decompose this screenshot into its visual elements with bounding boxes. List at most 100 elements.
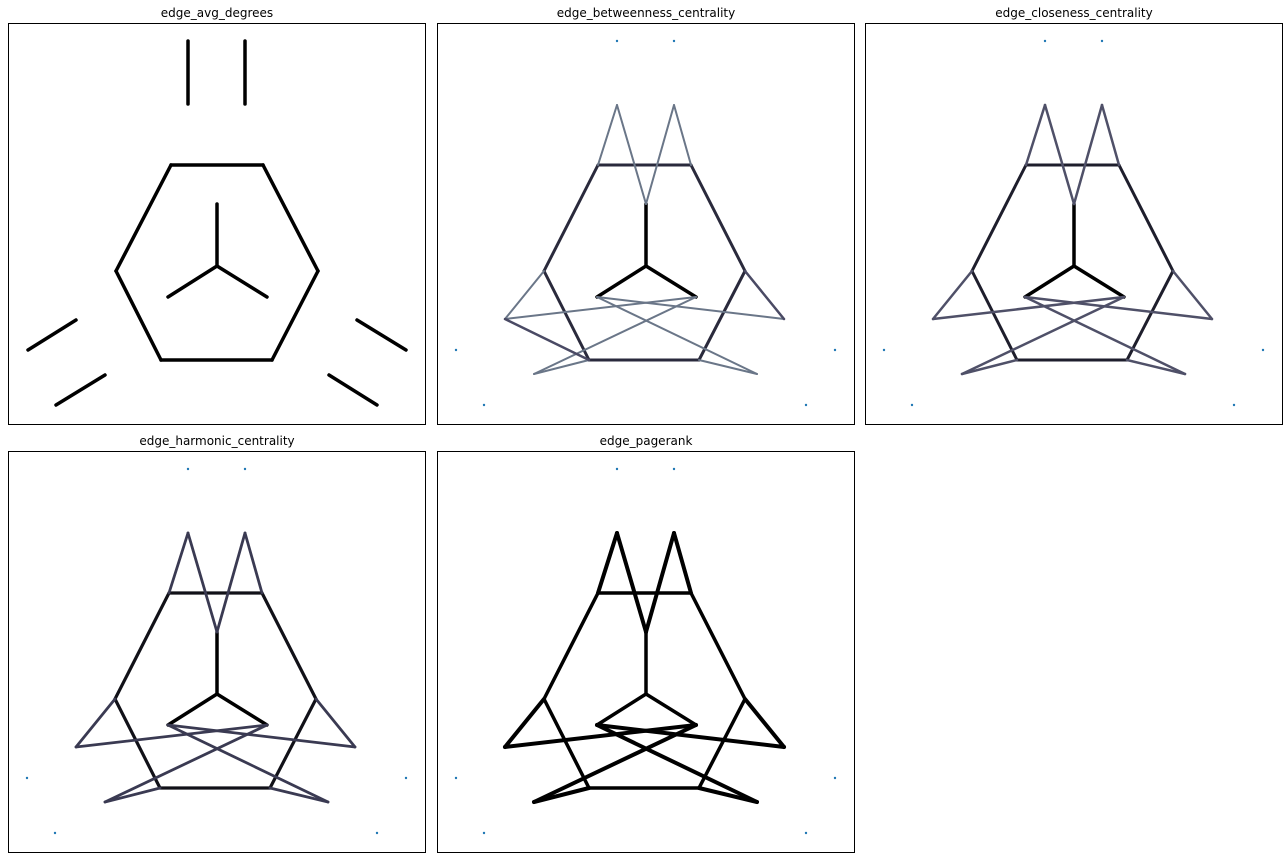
- graph-node: [615, 467, 619, 471]
- graph-edge: [644, 264, 698, 299]
- graph-svg: [882, 39, 1265, 407]
- graph-edge: [215, 264, 269, 299]
- graph-edge: [532, 723, 698, 804]
- graph-edge: [504, 296, 697, 320]
- graph-edge: [542, 697, 591, 790]
- graph-edge: [1171, 269, 1214, 321]
- panel-edge-pagerank: edge_pagerank: [437, 434, 855, 853]
- panel-title: edge_betweenness_centrality: [556, 6, 736, 20]
- graph-node: [454, 348, 458, 352]
- graph-edge: [270, 269, 320, 362]
- graph-node: [482, 831, 486, 835]
- graph-edge: [503, 317, 591, 362]
- graph-node: [454, 776, 458, 780]
- graph-edge: [533, 359, 590, 375]
- graph-edge: [166, 723, 330, 804]
- graph-node: [910, 403, 914, 407]
- graph-edge: [743, 697, 786, 749]
- graph-edge: [1023, 264, 1076, 299]
- graph-edge: [54, 373, 107, 407]
- graph-node: [404, 776, 408, 780]
- graph-edge: [697, 697, 747, 790]
- panel-title: edge_avg_degrees: [160, 6, 274, 20]
- graph-edge: [1023, 295, 1214, 321]
- graph-svg: [454, 39, 837, 407]
- graph-edge: [26, 318, 78, 352]
- graph-edge: [615, 531, 648, 634]
- graph-edge: [215, 692, 269, 727]
- graph-node: [482, 403, 486, 407]
- graph-edge: [931, 269, 974, 321]
- graph-edge: [167, 531, 190, 595]
- graph-node: [833, 776, 837, 780]
- graph-edge: [542, 591, 600, 701]
- graph-edge: [644, 531, 676, 634]
- graph-edge: [1072, 103, 1104, 206]
- panel-edge-betweenness-centrality: edge_betweenness_centrality: [437, 6, 855, 425]
- graph-edge: [260, 591, 318, 701]
- graph-edge: [504, 270, 545, 320]
- graph-edge: [503, 697, 546, 749]
- graph-node: [1232, 403, 1236, 407]
- graph-edge: [314, 697, 357, 749]
- graph-plot-area: [437, 23, 855, 425]
- graph-edge: [595, 692, 648, 727]
- graph-plot-area: [8, 451, 426, 853]
- graph-edge: [166, 692, 219, 727]
- graph-node: [672, 39, 676, 43]
- graph-edge: [1072, 264, 1126, 299]
- graph-edge: [1117, 163, 1175, 273]
- graph-edge: [1125, 358, 1187, 376]
- graph-node: [1261, 348, 1265, 352]
- graph-edge: [616, 104, 647, 205]
- graph-edge: [595, 723, 786, 749]
- graph-edge: [596, 296, 785, 320]
- graph-edge: [697, 269, 747, 362]
- graph-edge: [243, 531, 264, 595]
- graph-node: [53, 831, 57, 835]
- graph-edge: [542, 269, 591, 362]
- graph-edge: [503, 723, 698, 749]
- graph-edge: [960, 295, 1126, 376]
- graph-edge: [595, 723, 759, 804]
- graph-node: [25, 776, 29, 780]
- graph-svg: [26, 39, 408, 407]
- graph-node: [615, 39, 619, 43]
- graph-edge: [1023, 295, 1187, 376]
- graph-edge: [596, 531, 619, 595]
- panel-title: edge_harmonic_centrality: [139, 434, 295, 448]
- panel-edge-avg-degrees: edge_avg_degrees: [8, 6, 426, 425]
- graph-node: [804, 403, 808, 407]
- graph-edge: [689, 163, 747, 273]
- graph-node: [1100, 39, 1104, 43]
- graph-edge: [268, 786, 330, 804]
- graph-plot-area: [437, 451, 855, 853]
- graph-edge: [645, 104, 675, 205]
- graph-edge: [597, 104, 618, 166]
- graph-plot-area: [865, 23, 1283, 425]
- graph-edge: [595, 264, 648, 299]
- graph-edge: [672, 531, 693, 595]
- graph-edge: [970, 163, 1028, 273]
- graph-edge: [1100, 103, 1121, 167]
- panel-title: edge_pagerank: [599, 434, 693, 448]
- graph-edge: [644, 692, 698, 727]
- graph-edge: [743, 269, 786, 321]
- graph-edge: [355, 318, 408, 352]
- graph-edge: [970, 269, 1019, 362]
- graph-node: [804, 831, 808, 835]
- graph-edge: [103, 723, 269, 804]
- graph-edge: [166, 723, 357, 749]
- graph-plot-area: [8, 23, 426, 425]
- panel-title: edge_closeness_centrality: [995, 6, 1153, 20]
- graph-edge: [931, 295, 1126, 321]
- panel-edge-closeness-centrality: edge_closeness_centrality: [865, 6, 1283, 425]
- graph-node: [375, 831, 379, 835]
- graph-edge: [596, 296, 758, 375]
- panel-edge-harmonic-centrality: edge_harmonic_centrality: [8, 434, 426, 853]
- graph-edge: [74, 697, 117, 749]
- graph-edge: [1125, 269, 1175, 362]
- graph-node: [243, 467, 247, 471]
- graph-node: [672, 467, 676, 471]
- graph-edge: [960, 358, 1019, 376]
